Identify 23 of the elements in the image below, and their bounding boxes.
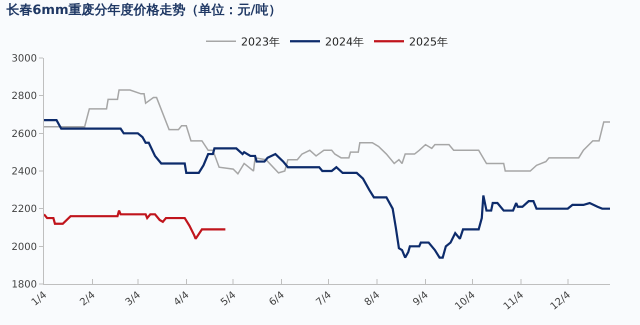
x-tick-label: 7/4	[314, 290, 334, 308]
legend-label: 2023年	[241, 36, 280, 49]
y-tick-label: 2200	[12, 204, 37, 216]
y-tick-label: 2600	[12, 128, 37, 140]
y-tick-label: 1800	[12, 280, 37, 290]
y-tick-label: 2000	[12, 242, 37, 253]
x-tick-label: 5/4	[218, 290, 238, 308]
y-tick-label: 2400	[12, 166, 37, 178]
x-tick-label: 2/4	[78, 290, 98, 308]
x-tick-label: 9/4	[411, 290, 431, 308]
line-series	[44, 209, 226, 240]
y-tick-label: 2800	[12, 91, 37, 102]
x-tick-label: 4/4	[172, 290, 192, 308]
y-tick-label: 3000	[12, 54, 37, 64]
x-tick-label: 1/4	[30, 290, 50, 308]
legend-label: 2024年	[325, 36, 364, 49]
chart-title: 长春6mm重废分年度价格走势（单位：元/吨）	[5, 2, 282, 18]
x-tick-label: 3/4	[124, 290, 143, 308]
line-series	[44, 119, 610, 259]
legend-label: 2025年	[409, 36, 448, 49]
x-tick-label: 8/4	[362, 290, 382, 308]
line-series	[44, 89, 610, 175]
x-tick-label: 6/4	[267, 290, 287, 308]
